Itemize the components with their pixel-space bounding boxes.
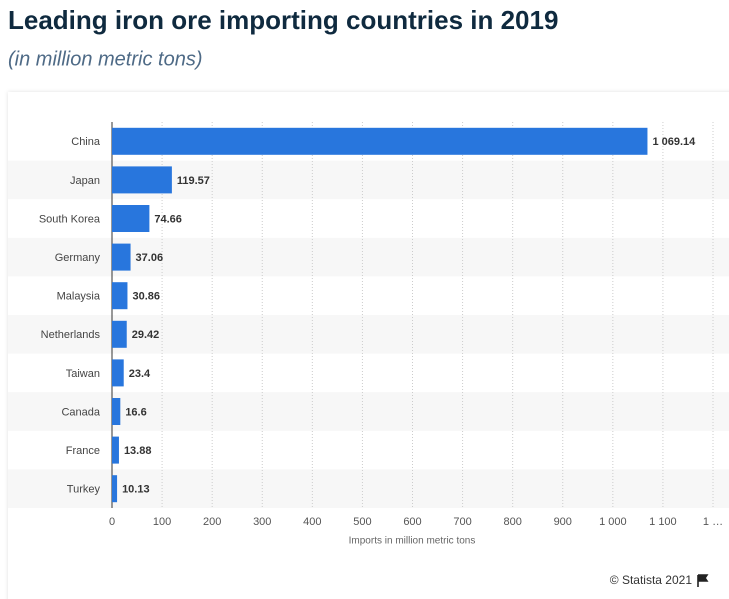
x-tick-label: 400 [303,516,321,528]
y-tick-label: Malaysia [57,291,101,303]
bar [112,243,131,271]
y-tick-label: Netherlands [41,329,101,341]
bar [112,320,127,348]
value-label: 37.06 [136,252,164,264]
value-label: 23.4 [129,368,151,380]
row-stripe [8,392,729,431]
y-tick-label: Japan [70,175,100,187]
x-tick-label: 1 … [703,516,723,528]
value-label: 30.86 [132,291,160,303]
x-tick-label: 300 [253,516,271,528]
source: © Statista 2021 [610,573,693,587]
value-label: 1 069.14 [652,136,696,148]
x-tick-label: 800 [503,516,521,528]
y-tick-label: China [71,136,101,148]
y-tick-label: Germany [55,252,101,264]
x-tick-label: 700 [453,516,471,528]
flag-icon[interactable] [697,574,709,587]
y-tick-label: Turkey [67,484,101,496]
x-tick-label: 500 [353,516,371,528]
y-tick-label: South Korea [39,213,101,225]
x-tick-label: 100 [153,516,171,528]
value-label: 10.13 [122,484,150,496]
value-label: 74.66 [154,213,182,225]
bar [112,359,124,387]
row-stripe [8,315,729,354]
bar [112,166,172,194]
chart-subtitle: (in million metric tons) [8,48,202,70]
x-tick-label: 200 [203,516,221,528]
value-label: 29.42 [132,329,160,341]
value-label: 119.57 [177,175,210,187]
row-stripe [8,469,729,508]
x-tick-label: 600 [403,516,421,528]
y-tick-label: Canada [61,406,100,418]
value-label: 13.88 [124,445,152,457]
chart-title: Leading iron ore importing countries in … [8,5,558,35]
y-tick-label: France [66,445,100,457]
y-tick-label: Taiwan [66,368,100,380]
x-tick-label: 900 [554,516,572,528]
bar [112,475,118,503]
x-tick-label: 1 100 [649,516,677,528]
bar [112,436,119,464]
bar [112,398,121,425]
bar [112,127,648,155]
x-tick-label: 0 [109,516,115,528]
bar [112,205,150,232]
x-axis-label: Imports in million metric tons [349,536,476,547]
bar [112,282,128,310]
value-label: 16.6 [125,406,146,418]
x-tick-label: 1 000 [599,516,627,528]
